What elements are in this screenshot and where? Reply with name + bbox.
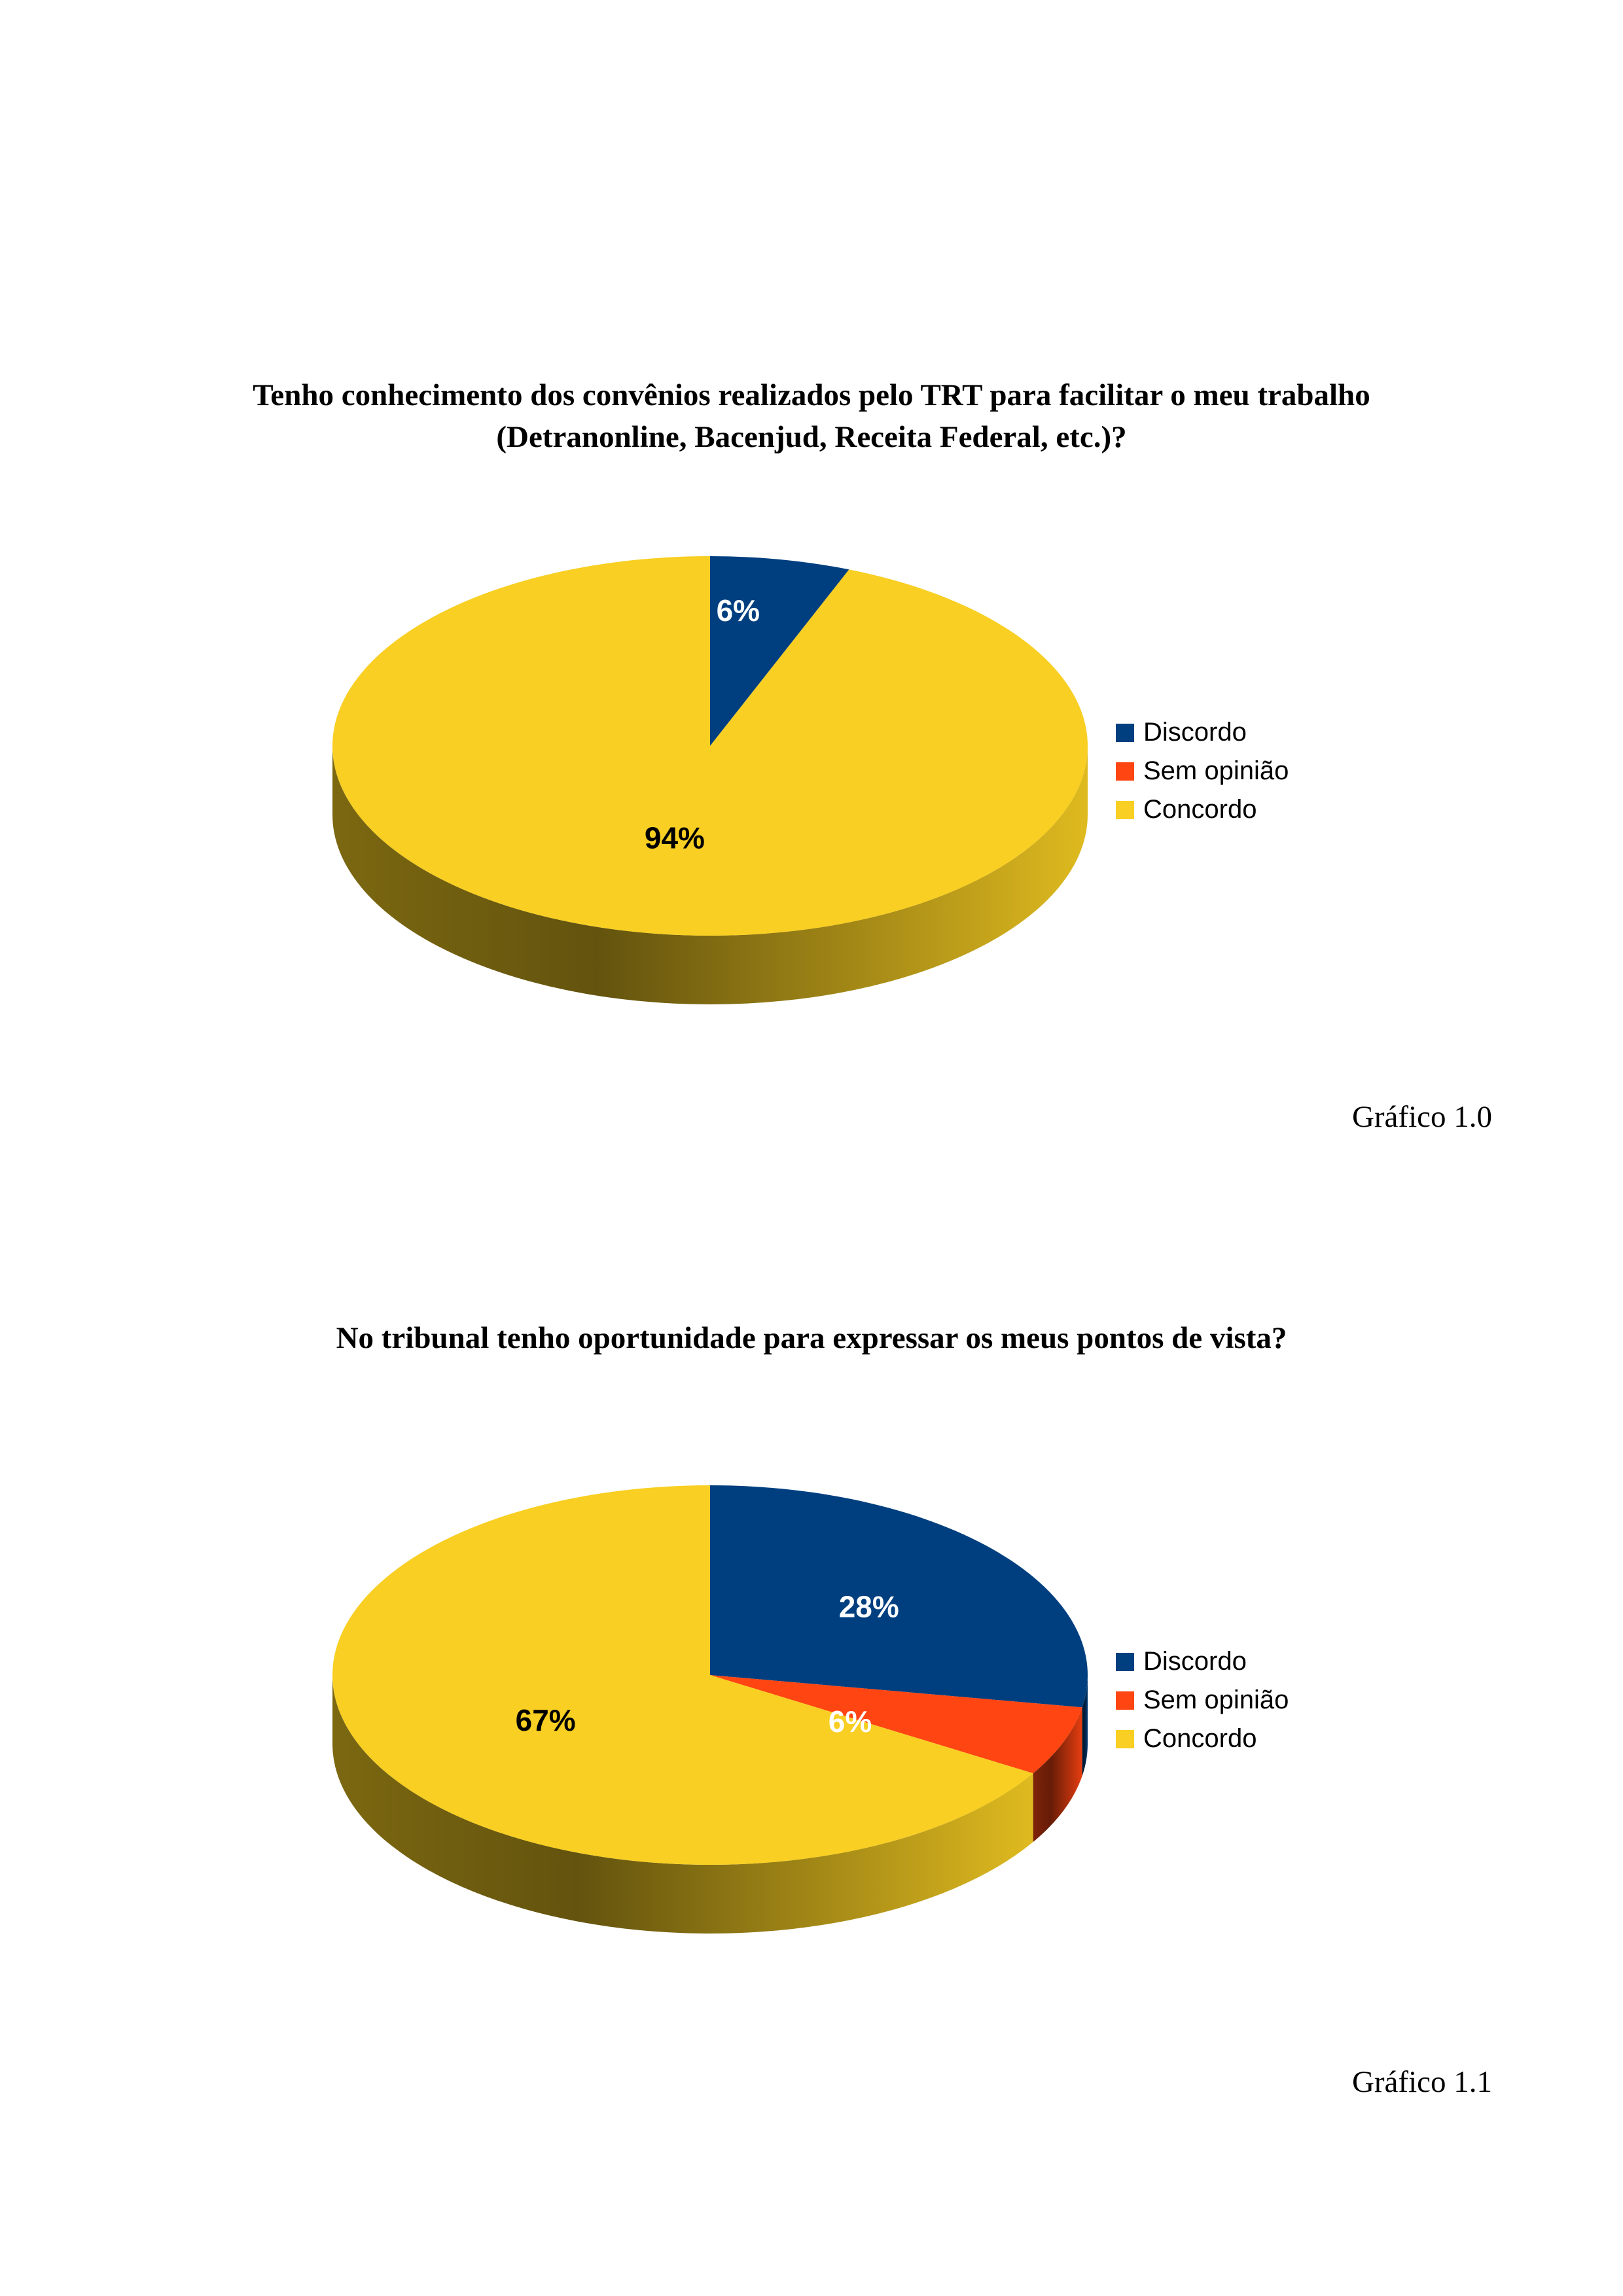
chart-1-title-line1: Tenho conhecimento dos convênios realiza… <box>253 378 1370 412</box>
pie-slice-discordo <box>710 1485 1088 1708</box>
data-label-concordo: 94% <box>645 821 705 855</box>
chart-1-pie: 6% 94% Discordo Sem opinião Concordo <box>332 556 1289 1004</box>
pie-slice-concordo <box>332 556 1088 936</box>
legend-label-concordo: Concordo <box>1143 795 1257 824</box>
pie-side-concordo <box>332 746 1088 1004</box>
data-label-concordo: 67% <box>516 1703 576 1737</box>
chart-2-title-line1: No tribunal tenho oportunidade para expr… <box>336 1321 1287 1355</box>
legend-swatch-sem-opiniao <box>1116 762 1134 781</box>
chart-2-pie: 28% 6% 67% Discordo Sem opinião Concordo <box>332 1485 1289 1934</box>
legend-swatch-discordo <box>1116 1653 1134 1671</box>
legend-label-discordo: Discordo <box>1143 1647 1247 1676</box>
legend-label-discordo: Discordo <box>1143 718 1247 747</box>
data-label-sem-opiniao: 6% <box>829 1704 872 1739</box>
data-label-discordo: 28% <box>839 1589 899 1623</box>
data-label-discordo: 6% <box>717 593 760 627</box>
chart-1-caption: Gráfico 1.0 <box>1351 1100 1492 1134</box>
chart-1-title-line2: (Detranonline, Bacenjud, Receita Federal… <box>496 420 1127 454</box>
legend-swatch-discordo <box>1116 724 1134 742</box>
pie-slice-discordo <box>710 556 849 746</box>
legend-swatch-concordo <box>1116 801 1134 819</box>
chart-2-title: No tribunal tenho oportunidade para expr… <box>0 1317 1623 1359</box>
chart-2-caption: Gráfico 1.1 <box>1351 2065 1492 2099</box>
legend-label-concordo: Concordo <box>1143 1724 1257 1753</box>
pie-side-concordo <box>332 1675 1033 1934</box>
pie-side-sem-opiniao <box>1033 1707 1082 1843</box>
chart-1-title: Tenho conhecimento dos convênios realiza… <box>0 374 1623 458</box>
legend-swatch-concordo <box>1116 1730 1134 1748</box>
legend-swatch-sem-opiniao <box>1116 1691 1134 1710</box>
legend-label-sem-opiniao: Sem opinião <box>1143 1686 1289 1714</box>
legend-label-sem-opiniao: Sem opinião <box>1143 756 1289 785</box>
pie-slice-sem-opiniao <box>710 1675 1082 1774</box>
pie-side-discordo <box>1082 1675 1088 1776</box>
pie-slice-concordo <box>332 1485 1033 1865</box>
